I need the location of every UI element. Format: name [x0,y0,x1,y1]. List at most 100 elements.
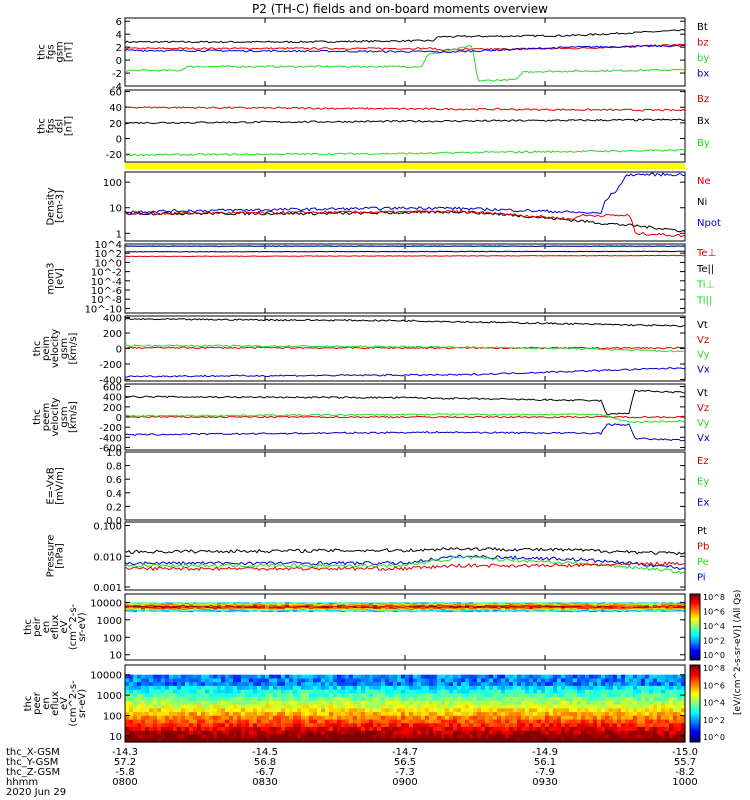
series-fgs-dsl-0 [124,105,686,112]
ytick-label: 0.8 [106,462,122,473]
heat-cell [257,719,262,724]
heat-cell [301,727,306,732]
heat-cell [485,611,490,613]
heat-cell [549,719,554,724]
heat-cell [581,682,586,687]
heat-cell [489,700,494,706]
heat-cell [325,697,330,702]
heat-cell [381,723,386,728]
heat-cell [513,689,518,694]
heat-cell [481,730,486,736]
heat-cell [613,611,618,613]
heat-cell [361,734,366,739]
heat-cell [429,734,434,739]
heat-cell [277,693,282,698]
heat-cell [405,727,410,732]
heat-cell [289,715,294,721]
heat-cell [329,700,334,706]
heat-cell [441,704,446,709]
heat-cell [209,715,214,721]
heat-cell [149,609,154,611]
heat-cell [349,727,354,732]
heat-cell [145,715,150,721]
heat-cell [237,609,242,611]
legend-temp-1: Te|| [696,264,714,275]
heat-cell [373,682,378,687]
heat-cell [509,697,514,702]
heat-cell [369,723,374,728]
heat-cell [317,685,322,691]
heat-cell [181,719,186,724]
heat-cell [213,734,218,739]
heat-cell [425,734,430,739]
heat-cell [553,708,558,713]
heat-cell [513,697,518,702]
ytick-label: 10^-2 [91,268,122,279]
heat-cell [541,674,546,679]
heat-cell [273,719,278,724]
heat-cell [457,708,462,713]
heat-cell [441,693,446,698]
heat-cell [417,609,422,611]
legend-temp-3: Ti|| [696,295,712,306]
heat-cell [185,734,190,739]
heat-cell [141,734,146,739]
heat-cell [449,719,454,724]
heat-cell [477,609,482,611]
heat-cell [157,719,162,724]
heat-cell [297,685,302,691]
heat-cell [337,712,342,717]
heat-cell [297,700,302,706]
heat-cell [317,727,322,732]
heat-cell [597,609,602,611]
legend-fgs-3: bx [697,69,709,80]
heat-cell [253,693,258,698]
heat-cell [521,719,526,724]
heat-cell [325,700,330,706]
heat-cell [373,611,378,613]
heat-cell [229,611,234,613]
heat-cell [581,609,586,611]
heat-cell [425,704,430,709]
heat-cell [145,678,150,683]
heat-cell [221,682,226,687]
heat-cell [457,723,462,728]
heat-cell [381,700,386,706]
heat-cell [361,685,366,691]
heat-cell [317,678,322,683]
heat-cell [481,682,486,687]
heat-cell [269,738,274,743]
heat-cell [361,689,366,694]
heat-cell [513,682,518,687]
heat-cell [193,697,198,702]
heat-cell [485,693,490,698]
heat-cell [537,734,542,739]
heat-cell [185,689,190,694]
heat-cell [437,697,442,702]
heat-cell [161,712,166,717]
heat-cell [485,685,490,691]
heat-cell [441,723,446,728]
heat-cell [249,727,254,732]
heat-cell [381,603,386,605]
heat-cell [137,712,142,717]
heat-cell [409,693,414,698]
heat-cell [405,700,410,706]
heat-cell [373,697,378,702]
heat-cell [345,689,350,694]
heat-cell [217,727,222,732]
heat-cell [489,697,494,702]
heat-cell [125,723,130,728]
heat-cell [133,682,138,687]
heat-cell [557,674,562,679]
heat-cell [241,708,246,713]
heat-cell [309,727,314,732]
heat-cell [401,611,406,613]
heat-cell [337,730,342,736]
heat-cell [337,603,342,605]
ytick-label: 0.001 [93,583,122,594]
heat-cell [125,682,130,687]
heat-cell [401,730,406,736]
heat-cell [129,730,134,736]
